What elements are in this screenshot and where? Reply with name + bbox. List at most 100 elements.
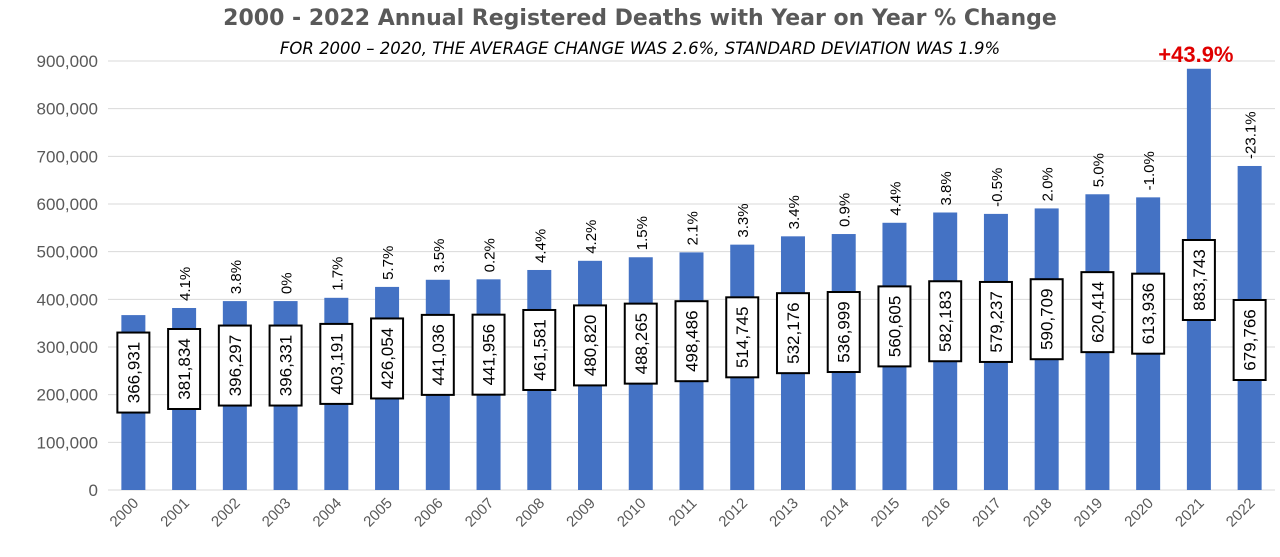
value-label: 613,936: [1131, 272, 1166, 355]
x-tick-label: 2020: [1121, 495, 1157, 531]
pct-change-label: 3.8%: [938, 171, 955, 205]
value-label-text: 536,999: [835, 301, 854, 362]
pct-change-label: -1.0%: [1141, 151, 1158, 190]
x-tick-label: 2005: [360, 495, 396, 531]
y-tick-label: 300,000: [37, 338, 98, 357]
chart-title: 2000 - 2022 Annual Registered Deaths wit…: [223, 6, 1057, 31]
value-label: 579,237: [978, 280, 1013, 363]
value-label: 461,581: [522, 308, 557, 391]
value-label-text: 883,743: [1190, 249, 1209, 310]
pct-change-label: 0%: [279, 272, 296, 294]
value-label: 590,709: [1029, 278, 1064, 361]
x-tick-label: 2012: [715, 495, 751, 531]
value-label-text: 679,766: [1241, 309, 1260, 370]
pct-change-label: 4.1%: [177, 267, 194, 301]
x-tick-label: 2015: [868, 495, 904, 531]
value-label-box: [319, 322, 354, 405]
pct-change-label: 3.3%: [735, 203, 752, 237]
x-tick-label: 2009: [563, 495, 599, 531]
value-label-box: [471, 313, 506, 396]
y-tick-label: 800,000: [37, 100, 98, 119]
x-tick-label: 2001: [157, 495, 193, 531]
x-tick-label: 2014: [817, 495, 853, 531]
value-label-text: 396,297: [226, 335, 245, 396]
value-label-text: 461,581: [530, 319, 549, 380]
value-label-box: [826, 291, 861, 374]
x-tick-label: 2004: [310, 495, 346, 531]
pct-change-label: 2.1%: [685, 211, 702, 245]
value-label-box: [217, 324, 252, 407]
y-tick-label: 200,000: [37, 386, 98, 405]
pct-change-label: 5.7%: [380, 246, 397, 280]
pct-change-label: 0.9%: [837, 193, 854, 227]
pct-change-label: 5.0%: [1090, 153, 1107, 187]
x-tick-label: 2013: [766, 495, 802, 531]
value-label-box: [623, 302, 658, 385]
value-label-text: 560,605: [885, 296, 904, 357]
x-tick-label: 2010: [614, 495, 650, 531]
value-label-text: 613,936: [1139, 283, 1158, 344]
x-tick-label: 2017: [969, 495, 1005, 531]
value-label-text: 582,183: [936, 291, 955, 352]
pct-change-label: 1.7%: [329, 257, 346, 291]
value-label-text: 498,486: [683, 310, 702, 371]
y-tick-label: 100,000: [37, 433, 98, 452]
pct-change-label: 4.4%: [887, 182, 904, 216]
x-tick-label: 2003: [259, 495, 295, 531]
value-label-box: [370, 317, 405, 400]
x-tick-label: 2006: [411, 495, 447, 531]
value-label-box: [116, 331, 151, 414]
value-label-box: [573, 304, 608, 387]
value-label: 441,036: [420, 313, 455, 396]
value-label-text: 488,265: [632, 313, 651, 374]
pct-change-label: 0.2%: [482, 238, 499, 272]
value-label-box: [1080, 271, 1115, 354]
pct-change-label: 3.8%: [228, 260, 245, 294]
value-label-text: 381,834: [175, 338, 194, 399]
value-label: 514,745: [725, 296, 760, 379]
value-label-text: 396,331: [277, 335, 296, 396]
value-label-box: [674, 300, 709, 383]
value-label: 498,486: [674, 300, 709, 383]
value-label: 426,054: [370, 317, 405, 400]
y-tick-label: 900,000: [37, 52, 98, 71]
y-tick-label: 400,000: [37, 290, 98, 309]
value-label-text: 403,191: [327, 333, 346, 394]
pct-change-label: +43.9%: [1158, 42, 1233, 67]
value-label-box: [775, 292, 810, 375]
value-label: 679,766: [1232, 299, 1267, 381]
value-label-box: [167, 327, 202, 410]
x-tick-label: 2019: [1071, 495, 1107, 531]
value-label-box: [1029, 278, 1064, 361]
y-tick-label: 500,000: [37, 243, 98, 262]
x-tick-label: 2022: [1223, 495, 1259, 531]
value-label: 883,743: [1181, 239, 1216, 321]
value-label: 620,414: [1080, 271, 1115, 354]
value-label-text: 514,745: [733, 307, 752, 368]
value-label-box: [1131, 272, 1166, 355]
pct-change-label: 4.2%: [583, 220, 600, 254]
value-label: 488,265: [623, 302, 658, 385]
x-tick-label: 2002: [208, 495, 244, 531]
pct-change-label: 3.4%: [786, 195, 803, 229]
value-label-box: [420, 313, 455, 396]
value-label-text: 620,414: [1088, 281, 1107, 342]
pct-change-label: 2.0%: [1040, 167, 1057, 201]
value-label-box: [928, 280, 963, 363]
y-tick-label: 600,000: [37, 195, 98, 214]
value-label: 532,176: [775, 292, 810, 375]
x-tick-label: 2016: [918, 495, 954, 531]
x-tick-label: 2008: [512, 495, 548, 531]
value-label: 366,931: [116, 331, 151, 414]
x-tick-label: 2021: [1172, 495, 1208, 531]
value-label: 536,999: [826, 291, 861, 374]
x-tick-label: 2011: [665, 495, 700, 530]
value-label: 381,834: [167, 327, 202, 410]
value-label: 582,183: [928, 280, 963, 363]
x-tick-label: 2007: [462, 495, 498, 531]
value-label-text: 579,237: [987, 291, 1006, 352]
x-tick-label: 2018: [1020, 495, 1056, 531]
value-label-box: [522, 308, 557, 391]
